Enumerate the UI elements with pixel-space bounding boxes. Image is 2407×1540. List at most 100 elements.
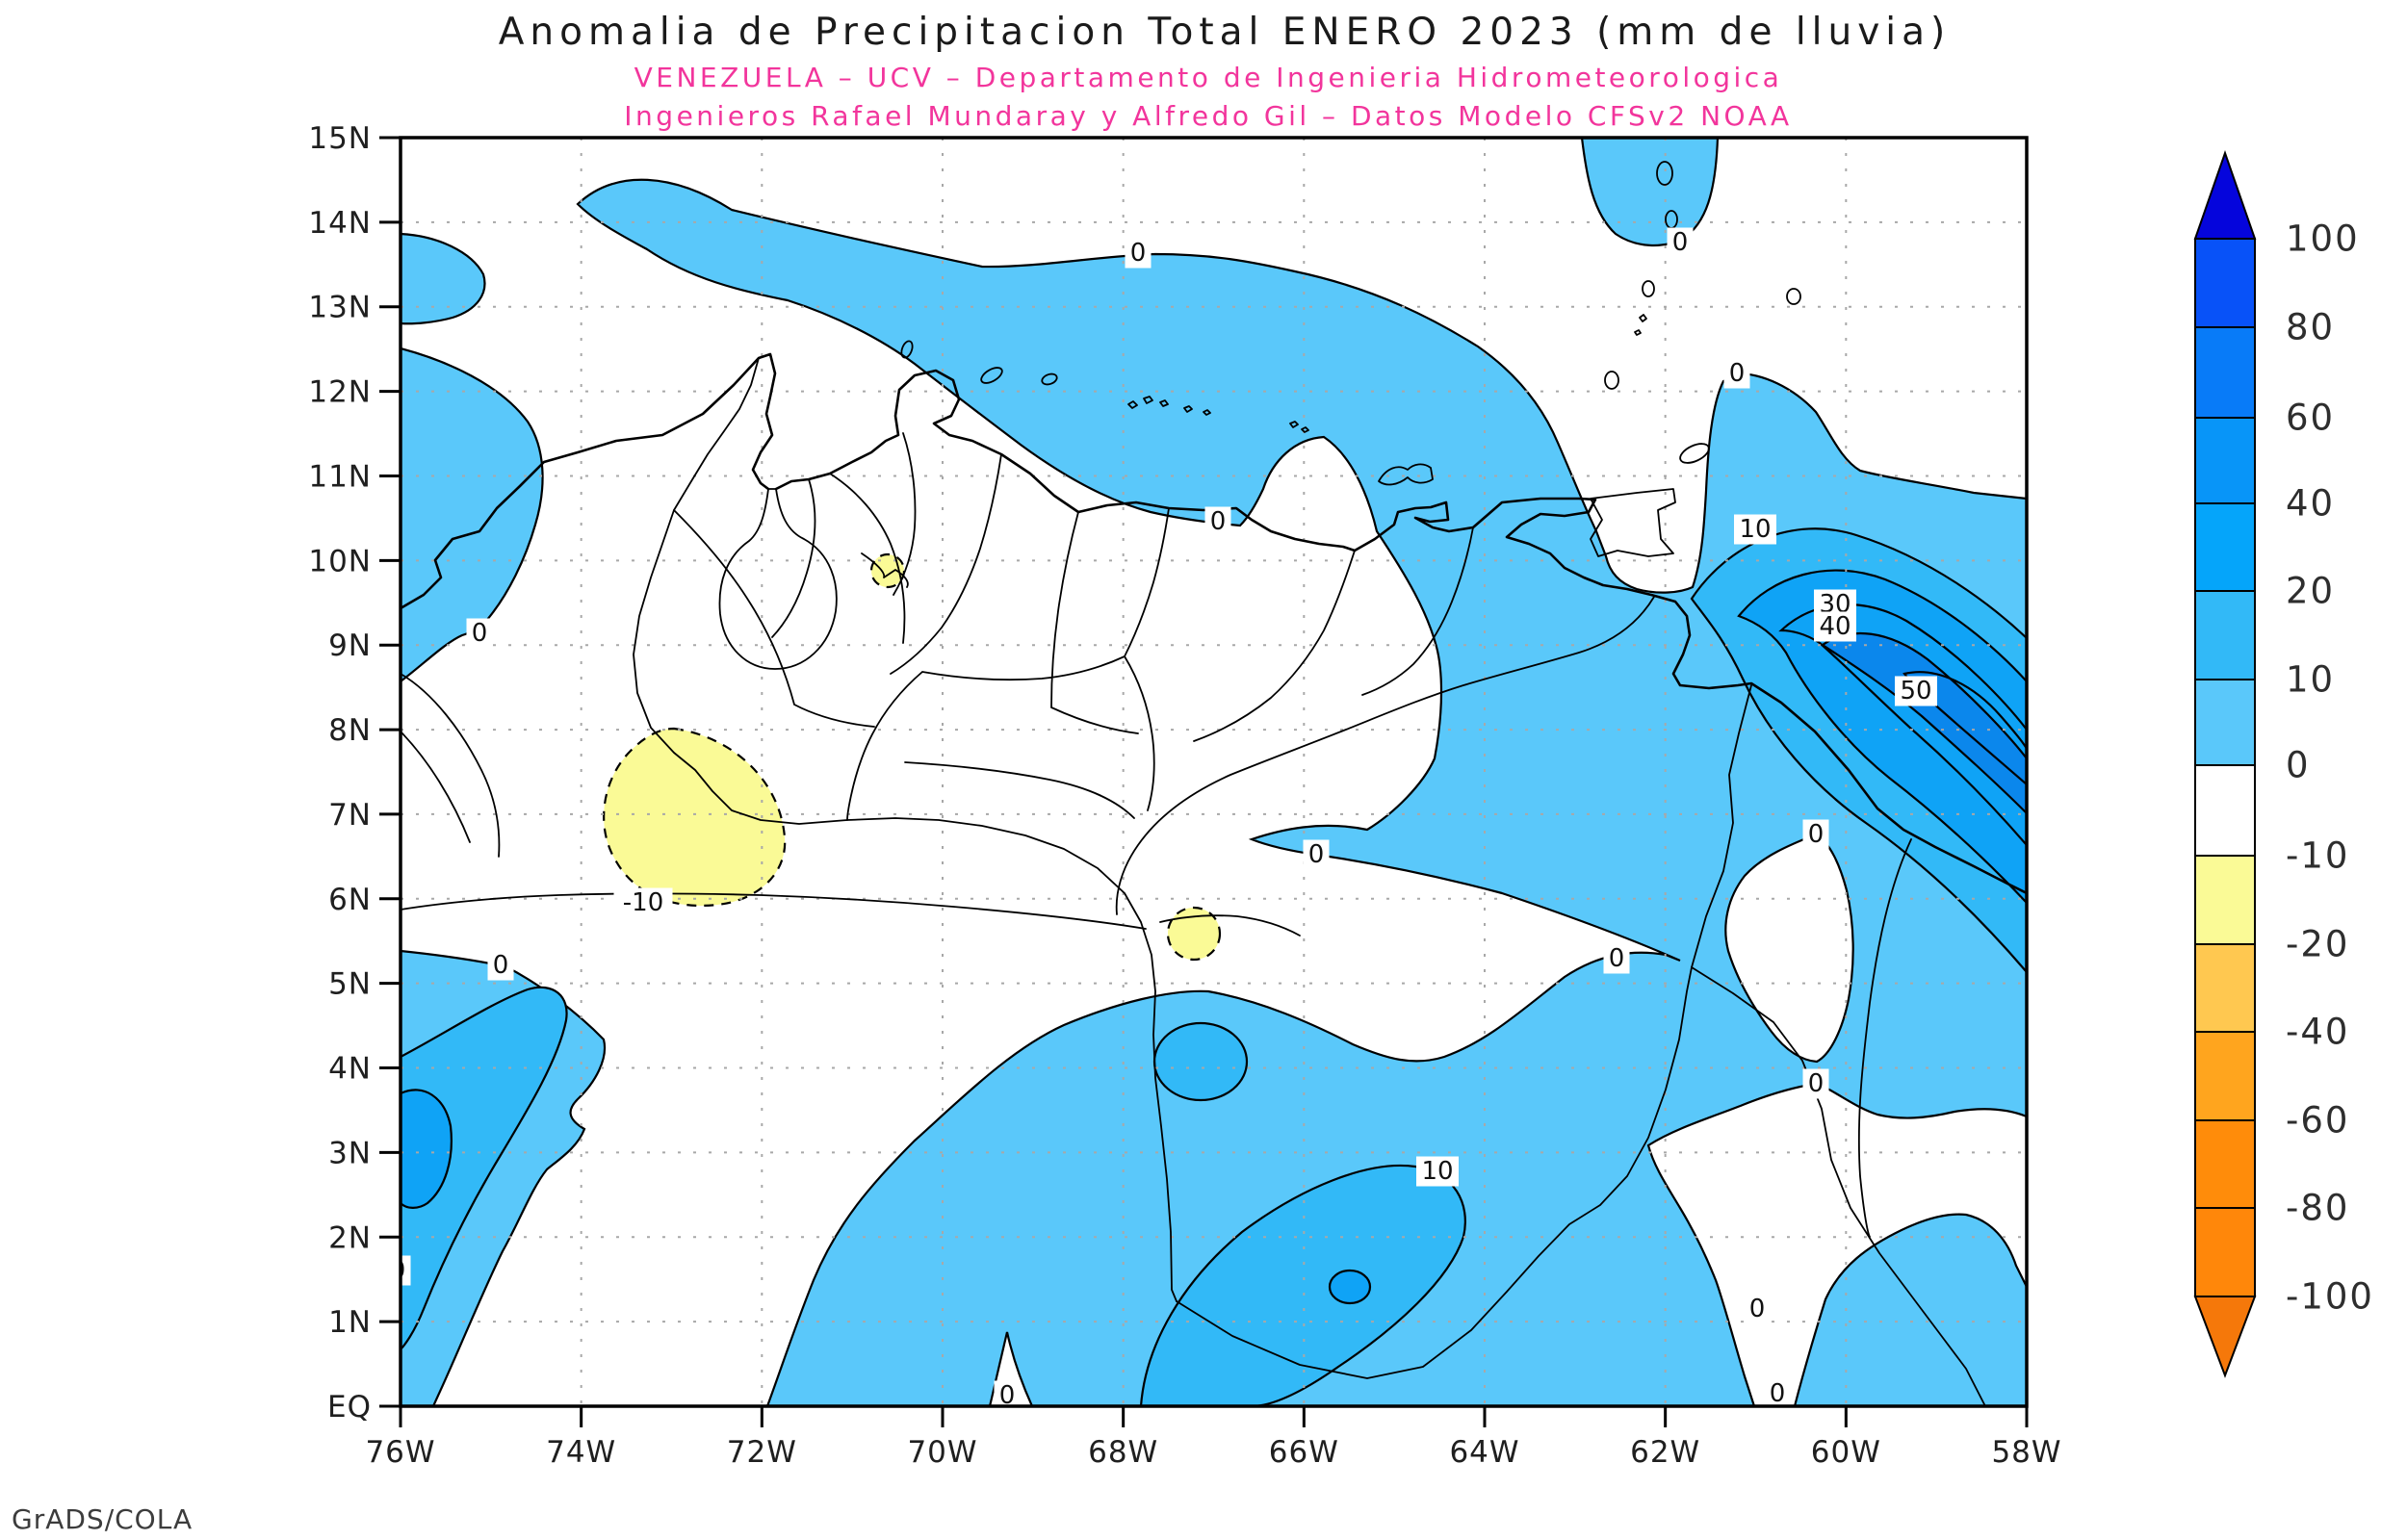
- lon-label: 76W: [365, 1435, 435, 1470]
- colorbar-cell: [2194, 1207, 2256, 1297]
- grads-watermark: GrADS/COLA: [12, 1503, 193, 1535]
- lat-label: 11N: [308, 459, 372, 494]
- lat-label: 4N: [328, 1052, 372, 1087]
- contour-label-box: [487, 950, 514, 981]
- contour-region-ne-40: [1821, 631, 2027, 815]
- contour-region-north-lobe: [1580, 138, 1720, 247]
- contour-region-south-spot-20: [1328, 1269, 1372, 1305]
- colorbar-cell: [2194, 502, 2256, 592]
- colorbar-tick-label: 40: [2286, 483, 2335, 525]
- island-tobago: [1679, 443, 1710, 464]
- contour-label-box: [613, 887, 673, 918]
- contour-label-box: [1303, 839, 1330, 870]
- lat-label: 6N: [328, 883, 372, 917]
- contour-region-southwest-10: [401, 986, 568, 1351]
- map-frame: [399, 136, 2029, 1408]
- contour-label-box: [1204, 506, 1231, 537]
- contour-region-northwest-patch: [401, 232, 486, 325]
- subtitle-line1: VENEZUELA – UCV – Departamento de Ingeni…: [634, 62, 1783, 93]
- colorbar-cell: [2194, 679, 2256, 766]
- colorbar-tick-label: -80: [2286, 1188, 2349, 1229]
- lat-label: 13N: [308, 291, 372, 325]
- borders-venezuela-states: [673, 432, 1474, 937]
- contour-region-south-oval-10: [1152, 1021, 1249, 1102]
- lon-label: 58W: [1991, 1435, 2061, 1470]
- colorbar-tick-label: 80: [2286, 307, 2335, 348]
- islands-grenadines: [1634, 314, 1647, 336]
- island-martinique: [1656, 161, 1673, 186]
- lat-label: 7N: [328, 798, 372, 833]
- contour-label: 0: [493, 951, 509, 980]
- colorbar-tick-label: -10: [2286, 835, 2349, 877]
- colorbar-cell: [2194, 1119, 2256, 1209]
- lake-maracaibo: [718, 488, 838, 670]
- lat-label: 9N: [328, 629, 372, 663]
- lon-label: 60W: [1811, 1435, 1881, 1470]
- contour-label: 0: [1308, 840, 1325, 869]
- border-guyana-brazil: [1691, 966, 1986, 1406]
- contour-line-ne-30: [1778, 603, 2027, 847]
- colorbar-tick-label: -40: [2286, 1012, 2349, 1053]
- contour-region-negative-10-main: [603, 727, 787, 907]
- contour-label: 10: [1421, 1157, 1453, 1186]
- contour-label: 0: [472, 619, 488, 648]
- coastlines-and-borders: [401, 161, 2027, 1406]
- river-apure: [904, 761, 1135, 819]
- island-grenada: [1604, 371, 1619, 390]
- colorbar-tick-label: -100: [2286, 1276, 2374, 1318]
- island-barbados: [1786, 288, 1801, 305]
- colorbar-cell: [2194, 1031, 2256, 1121]
- lat-label: 10N: [308, 544, 372, 578]
- contour-label: 0: [1672, 228, 1689, 257]
- colorbar-cell: [2194, 764, 2256, 857]
- coastline-main: [401, 352, 2027, 895]
- island-curacao: [980, 367, 1003, 384]
- contour-label: 0: [390, 1256, 406, 1285]
- lon-label: 62W: [1630, 1435, 1700, 1470]
- river-meta: [401, 892, 1147, 930]
- colorbar-cell: [2194, 326, 2256, 419]
- contour-region-white-tongue: [1724, 833, 1854, 1064]
- lat-label: 15N: [308, 121, 372, 156]
- contour-label-box: [994, 1380, 1021, 1406]
- contour-label-box: [1802, 819, 1829, 850]
- contour-region-negative-10-spot1: [869, 552, 906, 589]
- contour-label-box: [1125, 238, 1152, 269]
- contour-label-box: [466, 618, 493, 649]
- contour-label: 0: [1808, 820, 1825, 849]
- colorbar-cell: [2194, 238, 2256, 328]
- contour-label: 40: [1819, 612, 1851, 641]
- lat-label: 12N: [308, 375, 372, 410]
- contour-label-box: [1764, 1378, 1791, 1406]
- lon-label: 66W: [1269, 1435, 1339, 1470]
- colorbar-tick-label: -20: [2286, 924, 2349, 965]
- colorbar-tick-label: 100: [2286, 218, 2360, 260]
- contour-label-box: [1814, 611, 1856, 642]
- lon-label: 70W: [907, 1435, 977, 1470]
- contour-label-box: [1667, 227, 1694, 258]
- contour-label: 50: [1900, 677, 1931, 706]
- colorbar-cell: [2194, 855, 2256, 945]
- contour-label-box: [1723, 358, 1750, 389]
- lat-label: 14N: [308, 206, 372, 241]
- contour-label-box: [1744, 1294, 1771, 1324]
- lon-label: 68W: [1088, 1435, 1158, 1470]
- island-bonaire: [1041, 372, 1058, 386]
- page-title: Anomalia de Precipitacion Total ENERO 20…: [499, 11, 1952, 54]
- border-colombia-interior: [401, 673, 501, 858]
- colorbar-cell: [2194, 590, 2256, 680]
- contour-region-ne-20: [1737, 569, 2027, 905]
- contour-label: 0: [999, 1381, 1016, 1410]
- longitude-axis: 76W 74W 72W 70W 68W 66W 64W 62W 60W 58W: [365, 1406, 2061, 1470]
- contour-label: -10: [623, 888, 663, 917]
- border-venezuela-brazil: [1176, 966, 1693, 1379]
- lat-label: 2N: [328, 1220, 372, 1255]
- graticule: [401, 138, 2027, 1406]
- lat-label: 5N: [328, 967, 372, 1002]
- river-orinoco: [1115, 596, 1655, 915]
- colorbar-tick-label: 0: [2286, 745, 2311, 786]
- contour-label: 10: [1739, 515, 1771, 544]
